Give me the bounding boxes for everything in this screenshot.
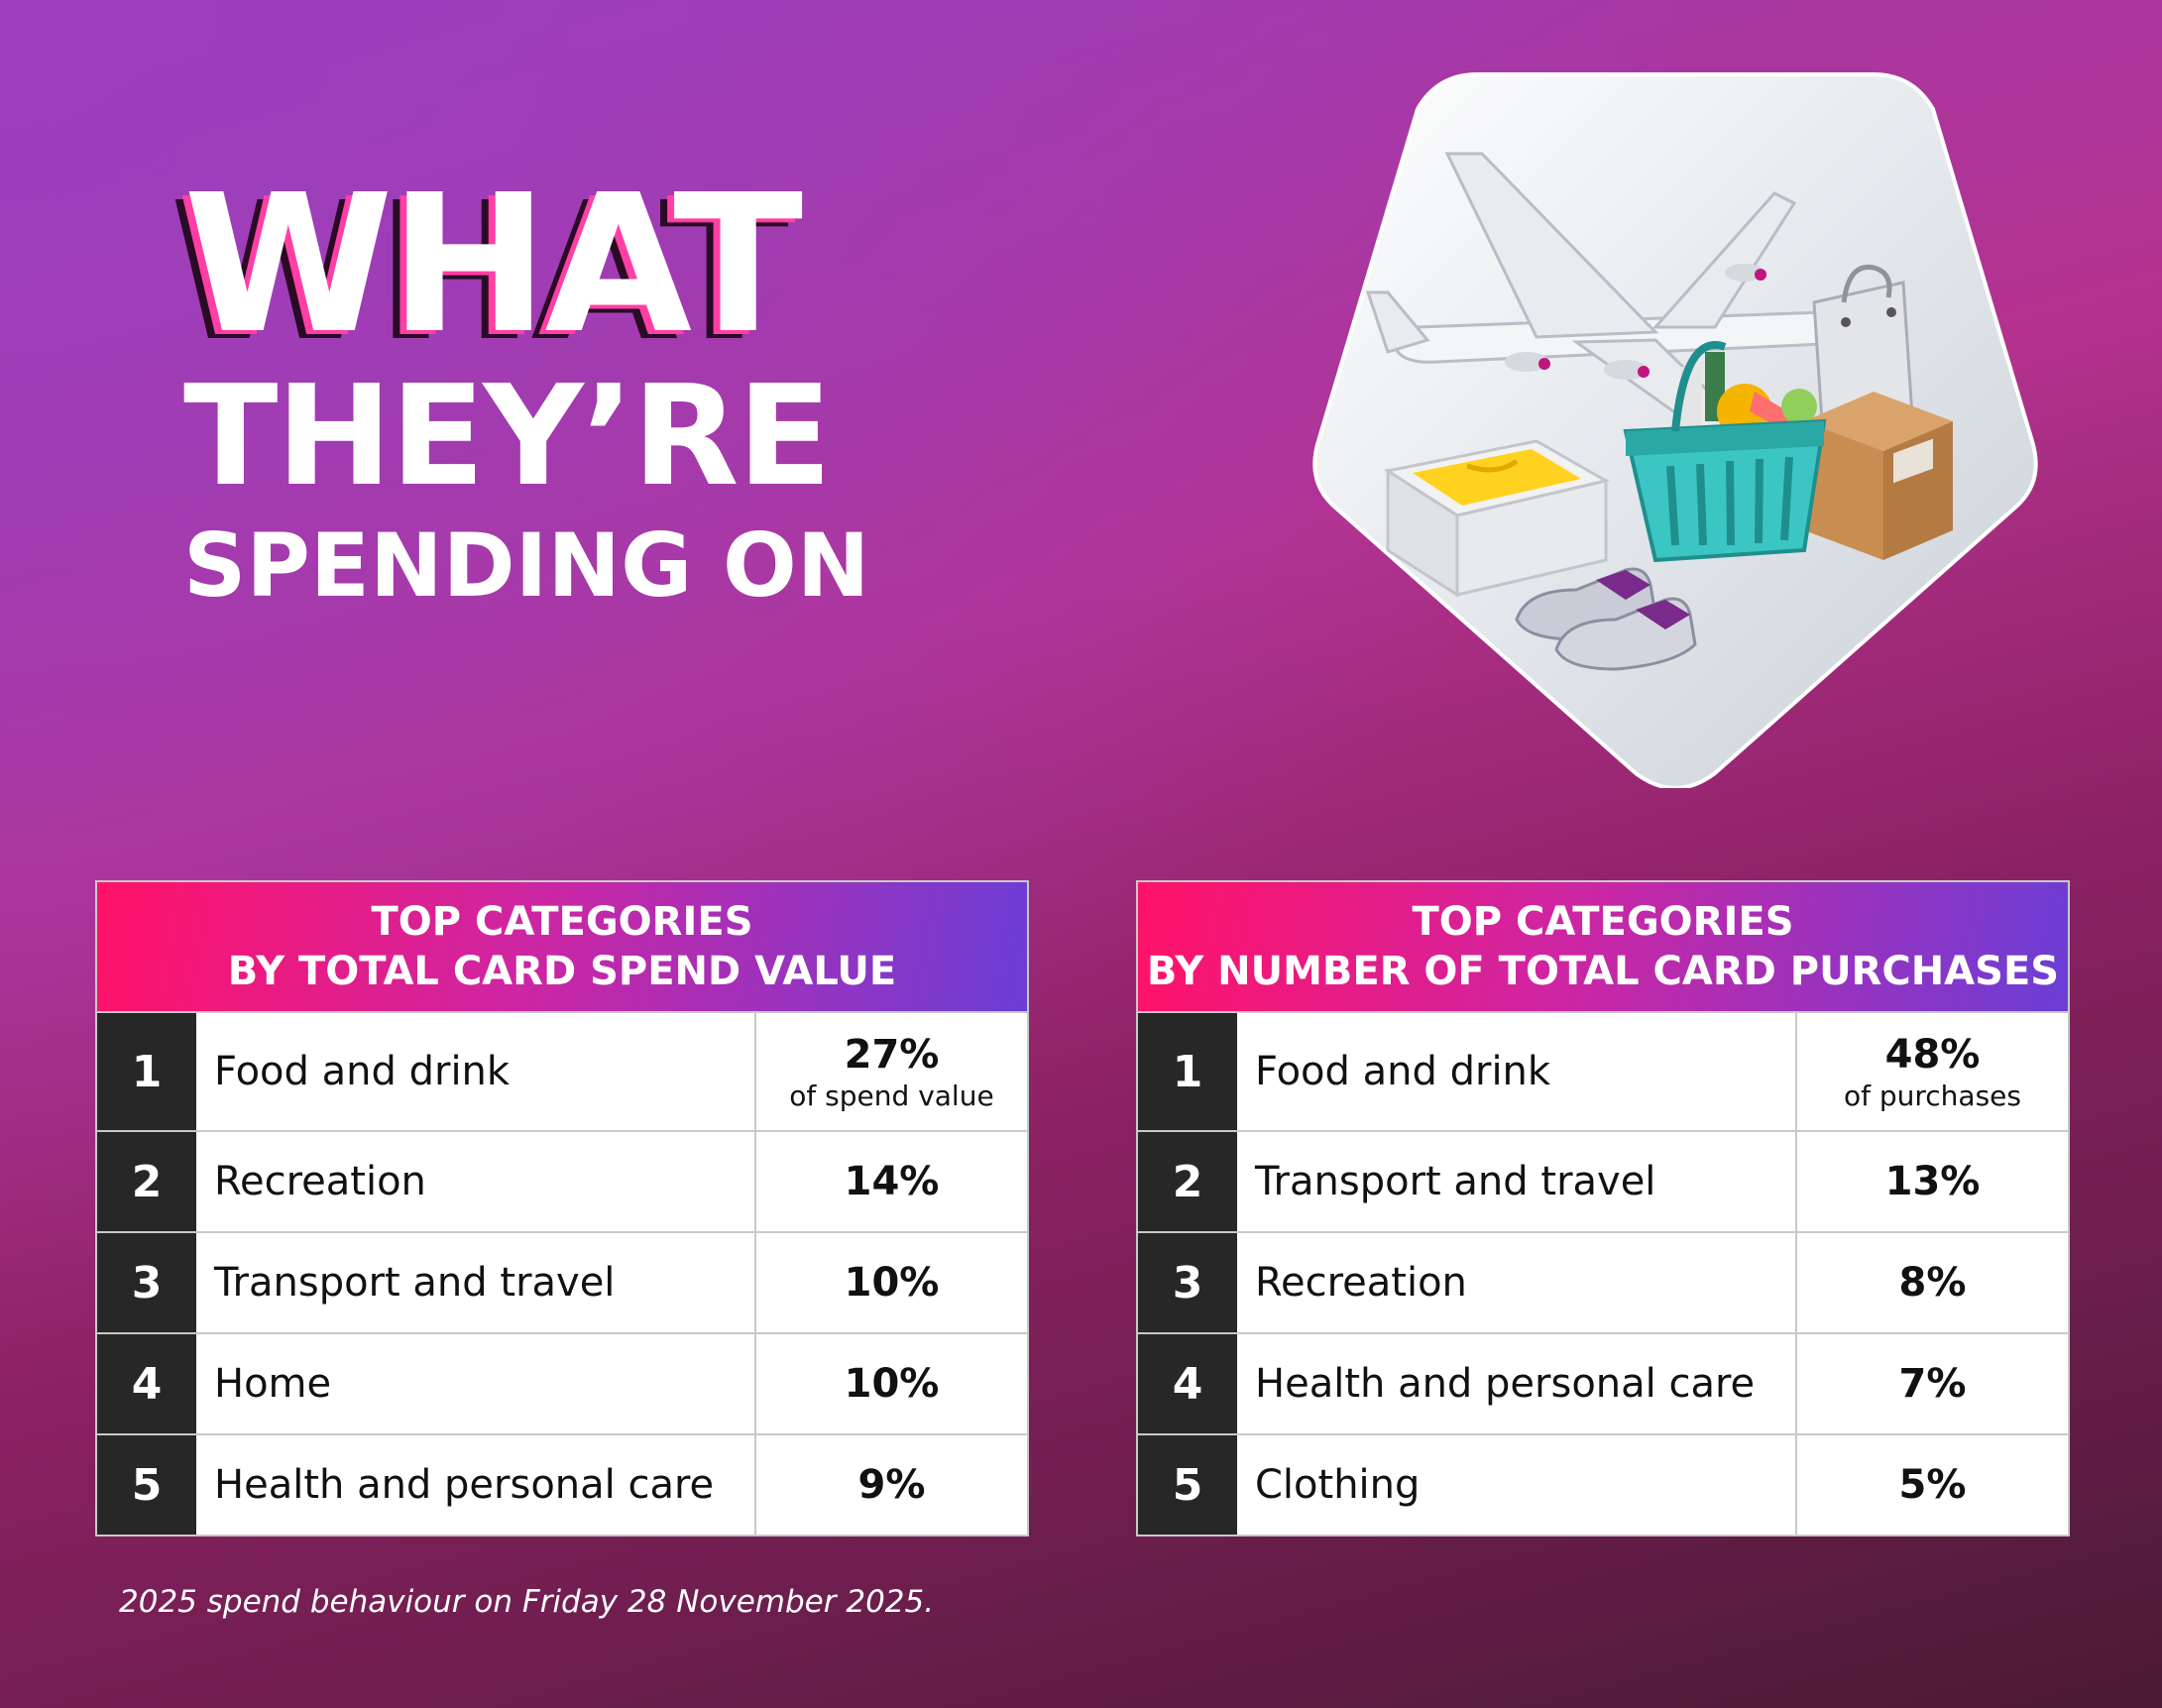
table-row: 2 Transport and travel 13% (1138, 1130, 2068, 1231)
value-cell: 13% (1884, 1159, 1981, 1204)
rank-cell: 3 (97, 1233, 196, 1332)
table-row: 3 Recreation 8% (1138, 1231, 2068, 1332)
table-header: TOP CATEGORIES BY TOTAL CARD SPEND VALUE (97, 882, 1027, 1011)
category-cell: Transport and travel (196, 1233, 756, 1332)
table-row: 5 Clothing 5% (1138, 1433, 2068, 1535)
heading-spending-on: SPENDING ON (183, 514, 870, 617)
value-cell: 27% of spend value (756, 1013, 1027, 1130)
value-cell: 5% (1898, 1462, 1967, 1508)
heading-theyre: THEY’RE (183, 356, 832, 517)
folded-shirt-box-icon (1384, 439, 1611, 598)
value-cell: 48% of purchases (1797, 1013, 2068, 1130)
rank-cell: 4 (1138, 1334, 1237, 1433)
heading-what-text: WHAT (183, 155, 803, 376)
category-cell: Recreation (196, 1132, 756, 1231)
category-cell: Clothing (1237, 1435, 1797, 1535)
category-cell: Home (196, 1334, 756, 1433)
parcel-box-icon (1804, 392, 1953, 560)
sneakers-icon (1515, 567, 1697, 671)
value-cell: 14% (844, 1159, 940, 1204)
value-cell: 8% (1898, 1260, 1967, 1306)
rank-cell: 5 (97, 1435, 196, 1535)
table-row: 4 Home 10% (97, 1332, 1027, 1433)
rank-cell: 2 (1138, 1132, 1237, 1231)
heading-what-shadow-pink: WHAT (176, 159, 796, 380)
table-header: TOP CATEGORIES BY NUMBER OF TOTAL CARD P… (1138, 882, 2068, 1011)
value-caption: of spend value (789, 1079, 994, 1112)
value-caption: of purchases (1843, 1079, 2021, 1112)
category-cell: Food and drink (196, 1013, 756, 1130)
category-cell: Recreation (1237, 1233, 1797, 1332)
rank-cell: 2 (97, 1132, 196, 1231)
rank-cell: 5 (1138, 1435, 1237, 1535)
rank-cell: 1 (1138, 1013, 1237, 1130)
value-cell: 9% (857, 1462, 926, 1508)
table-row: 2 Recreation 14% (97, 1130, 1027, 1231)
table-row: 4 Health and personal care 7% (1138, 1332, 2068, 1433)
table-spend-value: TOP CATEGORIES BY TOTAL CARD SPEND VALUE… (95, 880, 1029, 1537)
category-cell: Food and drink (1237, 1013, 1797, 1130)
shopping-illustration (1312, 72, 2038, 788)
table-row: 5 Health and personal care 9% (97, 1433, 1027, 1535)
value-percent: 48% (1884, 1031, 1981, 1078)
value-cell: 10% (844, 1260, 940, 1306)
value-cell: 10% (844, 1361, 940, 1407)
category-cell: Health and personal care (196, 1435, 756, 1535)
category-cell: Health and personal care (1237, 1334, 1797, 1433)
rank-cell: 1 (97, 1013, 196, 1130)
table-row: 3 Transport and travel 10% (97, 1231, 1027, 1332)
category-cell: Transport and travel (1237, 1132, 1797, 1231)
rank-cell: 3 (1138, 1233, 1237, 1332)
table-header-line1: TOP CATEGORIES (1412, 899, 1794, 945)
value-cell: 7% (1898, 1361, 1967, 1407)
page-heading: WHAT WHAT WHAT THEY’RE SPENDING ON (170, 155, 870, 621)
table-header-line1: TOP CATEGORIES (371, 899, 753, 945)
table-row: 1 Food and drink 48% of purchases (1138, 1011, 2068, 1130)
shopping-basket-icon (1623, 341, 1827, 563)
heading-what-shadow-dark: WHAT (170, 163, 789, 384)
table-row: 1 Food and drink 27% of spend value (97, 1011, 1027, 1130)
table-purchase-count: TOP CATEGORIES BY NUMBER OF TOTAL CARD P… (1136, 880, 2070, 1537)
table-header-line2: BY TOTAL CARD SPEND VALUE (227, 949, 897, 994)
footnote: 2025 spend behaviour on Friday 28 Novemb… (119, 1584, 935, 1620)
value-percent: 27% (844, 1031, 940, 1078)
table-header-line2: BY NUMBER OF TOTAL CARD PURCHASES (1146, 949, 2060, 994)
rank-cell: 4 (97, 1334, 196, 1433)
heading-what: WHAT WHAT WHAT (170, 155, 869, 376)
